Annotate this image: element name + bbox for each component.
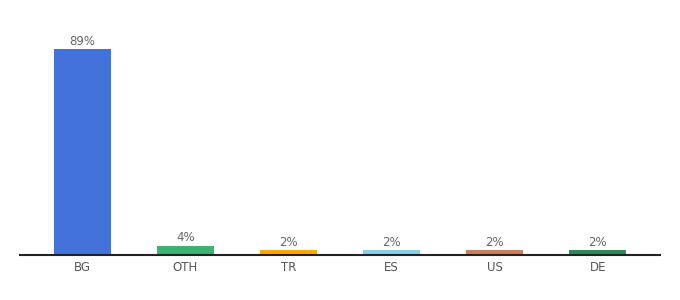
- Bar: [54, 50, 111, 255]
- Bar: [157, 246, 214, 255]
- Bar: [363, 250, 420, 255]
- Text: 89%: 89%: [69, 35, 95, 48]
- Bar: [260, 250, 317, 255]
- Text: 2%: 2%: [279, 236, 298, 249]
- Bar: [466, 250, 523, 255]
- Bar: [569, 250, 626, 255]
- Text: 2%: 2%: [486, 236, 504, 249]
- Text: 2%: 2%: [588, 236, 607, 249]
- Text: 2%: 2%: [382, 236, 401, 249]
- Text: 4%: 4%: [176, 231, 194, 244]
